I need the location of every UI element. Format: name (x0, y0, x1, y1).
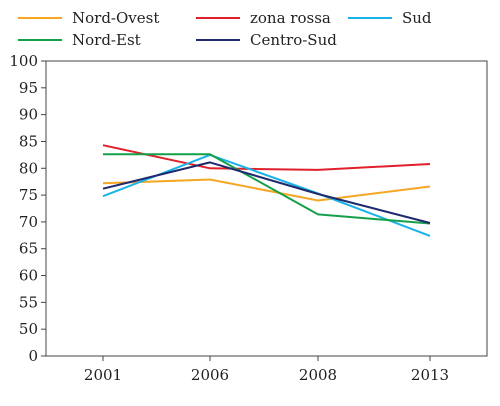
x-tick-label: 2008 (299, 366, 337, 384)
legend: Nord-Ovest zona rossa Sud Nord-Est Centro-Su… (18, 9, 432, 49)
plot-frame (45, 60, 488, 357)
series-line-centro-sud (102, 161, 431, 224)
y-tick-label: 100 (9, 52, 38, 70)
legend-label: zona rossa (250, 9, 331, 27)
y-tick-label: 65 (19, 240, 38, 258)
x-tick-label: 2001 (84, 366, 122, 384)
series-line-zona-rossa (102, 144, 431, 171)
plot-area: 0 50 55 60 65 70 75 80 85 90 95 100 2001 2006 2008 2013 (9, 52, 488, 384)
y-tick-label: 50 (19, 320, 38, 338)
y-tick-label: 95 (19, 79, 38, 97)
legend-label: Nord-Ovest (72, 9, 159, 27)
y-tick-label: 0 (28, 347, 38, 365)
y-tick-label: 55 (19, 293, 38, 311)
x-tick-label: 2006 (191, 366, 229, 384)
y-tick-label: 90 (19, 106, 38, 124)
y-tick-label: 80 (19, 159, 38, 177)
y-tick-label: 60 (19, 267, 38, 285)
legend-label: Sud (402, 9, 432, 27)
x-tick-label: 2013 (411, 366, 449, 384)
legend-label: Nord-Est (72, 31, 141, 49)
series-line-nord-est (103, 153, 431, 225)
legend-label: Centro-Sud (250, 31, 337, 49)
y-tick-label: 70 (19, 213, 38, 231)
y-tick-label: 75 (19, 186, 38, 204)
y-tick-label: 85 (19, 132, 38, 150)
series-line-nord-ovest (102, 178, 431, 202)
